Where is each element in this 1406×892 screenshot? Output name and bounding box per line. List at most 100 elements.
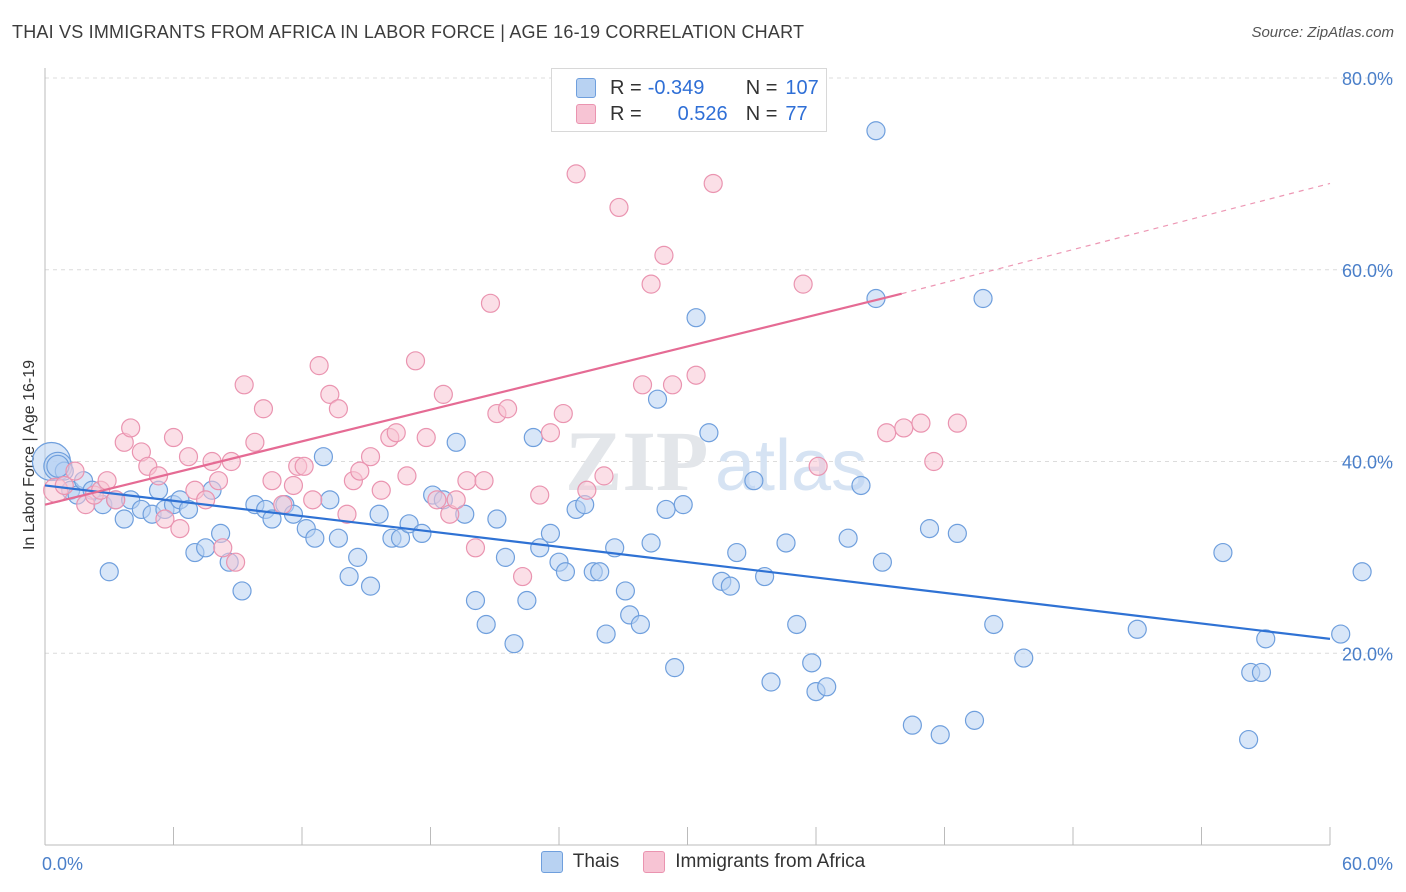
- africa-point: [480, 293, 501, 313]
- africa-point: [416, 427, 436, 448]
- thai-point: [1331, 624, 1351, 644]
- africa-point: [371, 480, 391, 500]
- africa-point: [245, 432, 265, 452]
- africa-point: [433, 384, 453, 404]
- thai-point: [787, 614, 807, 635]
- thai-point: [465, 590, 486, 611]
- africa-r-value: 0.526: [677, 102, 728, 125]
- thai-point: [412, 523, 432, 544]
- africa-point: [121, 418, 141, 438]
- africa-point: [662, 375, 683, 395]
- svg-text:atlas: atlas: [715, 426, 867, 506]
- thai-point: [1352, 562, 1372, 582]
- africa-point: [337, 504, 357, 524]
- series-legend: Thais Immigrants from Africa: [0, 851, 1406, 873]
- africa-point: [793, 274, 813, 294]
- thai-swatch: [576, 78, 596, 98]
- y-tick-label: 20.0%: [1342, 644, 1393, 664]
- thai-point: [615, 581, 635, 601]
- thai-point: [964, 710, 985, 730]
- thai-point: [727, 542, 747, 563]
- thai-point: [1014, 648, 1034, 668]
- thai-point: [313, 447, 334, 467]
- thai-point: [390, 528, 411, 548]
- y-tick-label: 60.0%: [1342, 261, 1393, 281]
- africa-r-label: R =: [610, 102, 642, 125]
- thai-point: [851, 475, 871, 496]
- stats-legend: R = -0.349 N = 107 R = 0.526 N = 77: [551, 68, 827, 132]
- thai-point: [817, 677, 837, 697]
- thai-point: [232, 581, 252, 601]
- thai-point: [114, 509, 134, 529]
- africa-point: [360, 447, 381, 467]
- thai-point: [673, 495, 693, 515]
- thai-point: [590, 562, 610, 582]
- thai-point: [540, 523, 561, 544]
- africa-n-value: 77: [785, 102, 808, 125]
- thai-point: [178, 499, 199, 520]
- africa-point: [465, 538, 486, 558]
- y-tick-label: 80.0%: [1342, 69, 1393, 89]
- africa-point: [566, 164, 586, 184]
- thai-r-label: R =: [610, 76, 642, 99]
- thai-point: [919, 519, 940, 539]
- africa-swatch: [576, 104, 596, 124]
- thai-point: [1256, 629, 1276, 649]
- africa-point: [54, 475, 74, 496]
- legend-item-africa[interactable]: Immigrants from Africa: [643, 851, 865, 873]
- thai-point: [517, 590, 537, 611]
- thai-point: [802, 653, 822, 673]
- africa-point: [530, 485, 550, 505]
- thai-point: [1251, 662, 1272, 683]
- thai-point: [776, 533, 796, 553]
- thai-point: [984, 614, 1004, 635]
- africa-n-label: N =: [745, 102, 778, 125]
- thai-point: [262, 509, 282, 529]
- thai-point: [1213, 542, 1233, 563]
- thai-point: [555, 562, 576, 582]
- thai-point: [46, 454, 70, 478]
- africa-point: [155, 509, 175, 529]
- thai-point: [1127, 619, 1147, 639]
- legend-africa-label: Immigrants from Africa: [675, 851, 866, 872]
- thai-point: [476, 614, 496, 635]
- watermark: ZIP atlas: [565, 413, 867, 509]
- thai-point: [699, 423, 719, 443]
- trend-lines: [44, 182, 1331, 640]
- africa-point: [262, 471, 282, 491]
- africa-point: [213, 538, 233, 558]
- africa-point: [947, 413, 967, 433]
- africa-trend-line: [44, 292, 902, 506]
- africa-point: [283, 475, 304, 496]
- africa-point: [427, 490, 447, 510]
- africa-point: [686, 365, 706, 385]
- y-tick-label: 40.0%: [1342, 453, 1393, 473]
- africa-point: [303, 490, 323, 510]
- africa-point: [553, 403, 573, 424]
- thai-point: [647, 389, 668, 409]
- thai-point: [761, 672, 781, 692]
- thai-point: [523, 427, 543, 448]
- thai-point: [360, 576, 381, 596]
- africa-point: [234, 375, 254, 395]
- africa-point: [654, 245, 674, 265]
- thai-n-value: 107: [785, 76, 819, 99]
- africa-point: [703, 173, 723, 194]
- thai-point: [504, 634, 524, 654]
- africa-point: [65, 461, 85, 481]
- africa-point: [320, 384, 340, 404]
- africa-point: [498, 399, 518, 419]
- thai-point: [656, 499, 676, 520]
- thai-point: [947, 523, 967, 544]
- thai-point: [686, 308, 706, 328]
- thai-points: [31, 121, 1372, 750]
- africa-point: [924, 451, 944, 472]
- thai-point: [641, 533, 661, 553]
- legend-item-thais[interactable]: Thais: [540, 851, 619, 873]
- africa-point: [208, 471, 229, 491]
- africa-point: [273, 495, 293, 515]
- africa-point: [594, 466, 614, 486]
- thai-n-label: N =: [745, 76, 778, 99]
- legend-row-thai: R = -0.349 N = 107: [576, 75, 819, 101]
